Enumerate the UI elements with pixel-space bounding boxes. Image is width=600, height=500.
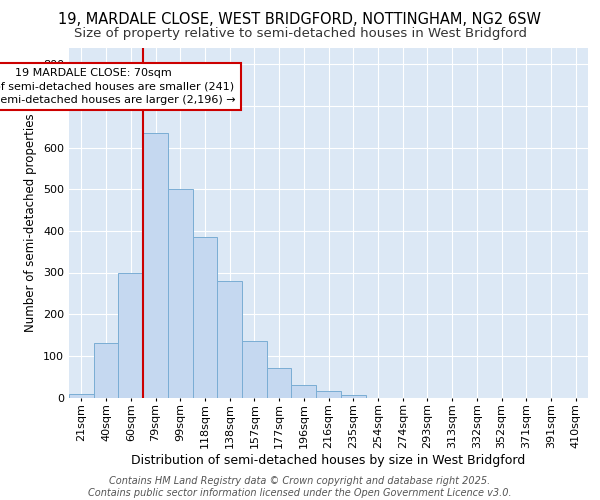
Bar [217,281,242,398]
Text: 19 MARDALE CLOSE: 70sqm
← 10% of semi-detached houses are smaller (241)
89% of s: 19 MARDALE CLOSE: 70sqm ← 10% of semi-de… [0,68,236,104]
Bar [242,341,267,398]
Bar [292,385,316,398]
Bar [69,394,94,398]
Bar [341,396,365,398]
Bar [267,368,292,398]
Bar [143,133,168,398]
X-axis label: Distribution of semi-detached houses by size in West Bridgford: Distribution of semi-detached houses by … [131,454,526,466]
Bar [193,237,217,398]
Bar [94,344,118,398]
Text: Contains HM Land Registry data © Crown copyright and database right 2025.
Contai: Contains HM Land Registry data © Crown c… [88,476,512,498]
Bar [118,272,143,398]
Bar [168,189,193,398]
Bar [316,391,341,398]
Text: Size of property relative to semi-detached houses in West Bridgford: Size of property relative to semi-detach… [74,28,527,40]
Text: 19, MARDALE CLOSE, WEST BRIDGFORD, NOTTINGHAM, NG2 6SW: 19, MARDALE CLOSE, WEST BRIDGFORD, NOTTI… [59,12,542,28]
Y-axis label: Number of semi-detached properties: Number of semi-detached properties [25,113,37,332]
